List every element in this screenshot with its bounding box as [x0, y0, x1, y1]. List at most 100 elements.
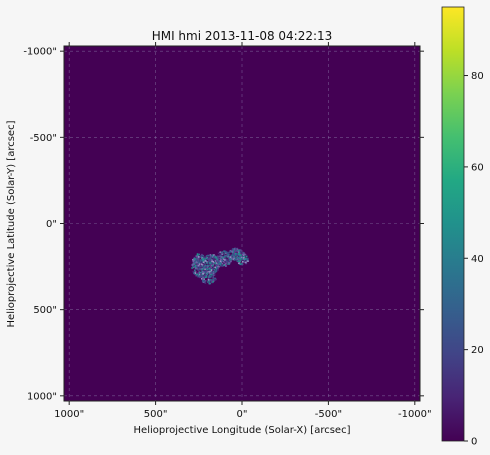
- region-pixel: [212, 263, 215, 266]
- region-pixel: [217, 260, 220, 263]
- region-pixel: [232, 253, 235, 255]
- chart-title: HMI hmi 2013-11-08 04:22:13: [152, 29, 333, 43]
- region-pixel: [204, 256, 207, 258]
- region-pixel: [236, 253, 239, 255]
- region-pixel: [236, 258, 239, 260]
- region-pixel: [207, 265, 210, 268]
- region-pixel: [209, 278, 212, 281]
- region-pixel: [204, 276, 207, 279]
- region-pixel: [221, 265, 224, 267]
- region-pixel: [224, 255, 226, 258]
- region-pixel: [208, 267, 211, 270]
- region-pixel: [232, 254, 235, 257]
- region-pixel: [227, 258, 230, 260]
- region-pixel: [197, 263, 199, 266]
- region-pixel: [243, 260, 246, 263]
- colorbar-tick-label: 20: [471, 345, 484, 356]
- region-pixel: [211, 276, 213, 278]
- region-pixel: [240, 254, 242, 256]
- region-pixel: [204, 273, 206, 276]
- region-pixel: [216, 257, 219, 260]
- region-pixel: [243, 253, 245, 256]
- region-pixel: [203, 272, 205, 275]
- region-pixel: [195, 256, 197, 259]
- region-pixel: [233, 251, 236, 254]
- region-pixel: [216, 262, 219, 264]
- region-pixel: [242, 254, 244, 256]
- region-pixel: [197, 261, 199, 264]
- region-pixel: [222, 260, 225, 263]
- region-pixel: [238, 262, 240, 265]
- region-pixel: [244, 258, 246, 260]
- region-pixel: [213, 268, 216, 271]
- region-pixel: [201, 275, 204, 278]
- region-pixel: [194, 269, 196, 272]
- region-pixel: [241, 262, 243, 265]
- region-pixel: [194, 272, 197, 274]
- region-pixel: [221, 262, 224, 265]
- region-pixel: [202, 261, 205, 264]
- region-pixel: [212, 280, 215, 282]
- region-pixel: [229, 254, 232, 257]
- region-pixel: [199, 255, 201, 258]
- region-pixel: [219, 251, 222, 254]
- region-pixel: [236, 259, 238, 262]
- region-pixel: [204, 268, 206, 271]
- x-axis-label: Helioprojective Longitude (Solar-X) [arc…: [134, 425, 351, 436]
- region-pixel: [240, 258, 243, 261]
- region-pixel: [217, 267, 219, 270]
- region-pixel: [246, 258, 249, 261]
- region-pixel: [203, 260, 205, 263]
- region-pixel: [191, 267, 193, 269]
- region-pixel: [196, 254, 199, 257]
- region-pixel: [212, 277, 215, 280]
- region-pixel: [209, 269, 212, 272]
- region-pixel: [237, 257, 240, 260]
- region-pixel: [227, 259, 229, 262]
- region-pixel: [192, 263, 195, 266]
- region-pixel: [195, 261, 197, 264]
- region-pixel: [210, 280, 212, 282]
- region-pixel: [204, 260, 207, 262]
- region-pixel: [201, 273, 204, 276]
- region-pixel: [197, 272, 200, 274]
- region-pixel: [197, 275, 199, 278]
- region-pixel: [193, 256, 196, 259]
- region-pixel: [226, 251, 228, 254]
- region-pixel: [198, 260, 200, 263]
- region-pixel: [211, 260, 213, 263]
- region-pixel: [214, 279, 217, 281]
- region-pixel: [235, 252, 237, 255]
- region-pixel: [193, 272, 195, 275]
- region-pixel: [210, 262, 212, 265]
- region-pixel: [210, 270, 213, 272]
- region-pixel: [222, 253, 225, 255]
- region-pixel: [203, 280, 205, 282]
- region-pixel: [226, 254, 228, 256]
- region-pixel: [211, 272, 214, 275]
- region-pixel: [203, 263, 205, 266]
- region-pixel: [204, 282, 207, 285]
- region-pixel: [241, 254, 243, 257]
- region-pixel: [196, 253, 199, 255]
- region-pixel: [209, 264, 212, 267]
- region-pixel: [230, 260, 232, 263]
- region-pixel: [245, 255, 248, 258]
- region-pixel: [198, 272, 201, 275]
- region-pixel: [210, 259, 213, 262]
- region-pixel: [195, 273, 198, 276]
- region-pixel: [192, 260, 195, 263]
- region-pixel: [201, 270, 204, 273]
- region-pixel: [200, 275, 202, 277]
- x-axis-ticks: 1000" 500" 0" -500" -1000": [54, 42, 432, 420]
- colorbar-ticks: 0 20 40 60 80: [464, 71, 484, 448]
- y-tick-label: 0": [46, 219, 57, 230]
- region-pixel: [245, 261, 248, 264]
- region-pixel: [237, 249, 239, 252]
- region-pixel: [241, 255, 244, 258]
- region-pixel: [235, 250, 237, 253]
- region-pixel: [237, 251, 240, 254]
- region-pixel: [231, 250, 233, 253]
- region-pixel: [195, 263, 198, 265]
- region-pixel: [198, 261, 201, 264]
